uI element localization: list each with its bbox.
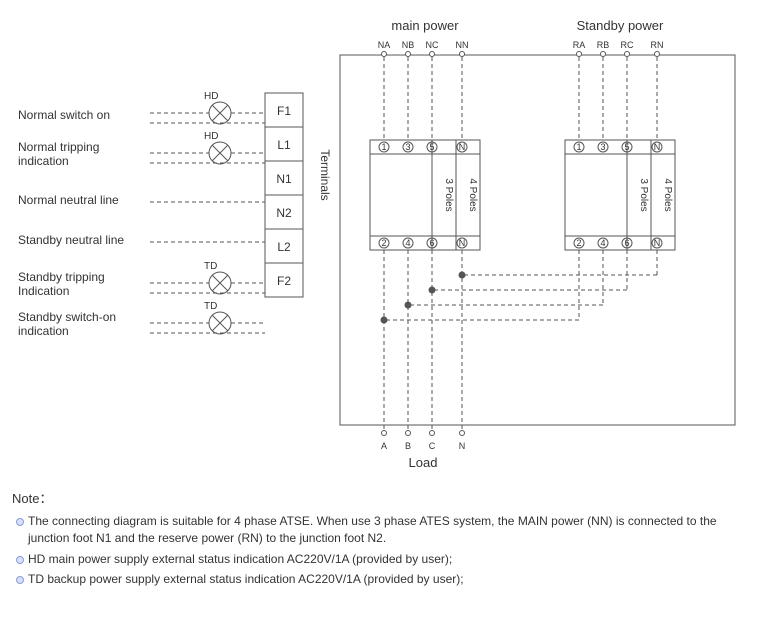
svg-text:Standby power: Standby power: [577, 18, 664, 33]
svg-text:N1: N1: [276, 172, 292, 186]
svg-text:N: N: [654, 142, 661, 152]
svg-text:Terminals: Terminals: [318, 149, 332, 200]
svg-text:4 Poles: 4 Poles: [662, 178, 673, 211]
svg-text:main power: main power: [391, 18, 459, 33]
svg-text:indication: indication: [18, 154, 69, 168]
svg-text:N: N: [459, 441, 466, 451]
svg-text:RA: RA: [573, 40, 586, 50]
svg-text:Normal switch on: Normal switch on: [18, 108, 110, 122]
note-item: TD backup power supply external status i…: [14, 571, 750, 588]
wiring-diagram: F1L1N1N2L2F2TerminalsNormal switch onNor…: [10, 10, 750, 470]
svg-text:HD: HD: [204, 131, 218, 142]
svg-text:N: N: [459, 238, 466, 248]
svg-text:4: 4: [405, 238, 410, 248]
svg-text:NN: NN: [456, 40, 469, 50]
svg-text:RN: RN: [651, 40, 664, 50]
svg-text:Indication: Indication: [18, 284, 69, 298]
svg-text:Standby switch-on: Standby switch-on: [18, 310, 116, 324]
svg-text:3 Poles: 3 Poles: [443, 178, 454, 211]
note-list: The connecting diagram is suitable for 4…: [14, 513, 750, 588]
svg-text:Normal neutral line: Normal neutral line: [18, 193, 119, 207]
svg-text:NC: NC: [426, 40, 439, 50]
svg-text:5: 5: [429, 142, 434, 152]
svg-text:RB: RB: [597, 40, 610, 50]
svg-text:2: 2: [576, 238, 581, 248]
svg-text:3: 3: [600, 142, 605, 152]
svg-text:L2: L2: [277, 240, 291, 254]
svg-text:6: 6: [429, 238, 434, 248]
note-title: Note：: [12, 488, 750, 507]
svg-text:3: 3: [405, 142, 410, 152]
svg-text:6: 6: [624, 238, 629, 248]
svg-text:F2: F2: [277, 274, 291, 288]
svg-text:3 Poles: 3 Poles: [638, 178, 649, 211]
svg-text:1: 1: [576, 142, 581, 152]
svg-text:5: 5: [624, 142, 629, 152]
svg-text:TD: TD: [204, 301, 217, 312]
svg-text:Standby neutral line: Standby neutral line: [18, 233, 124, 247]
svg-text:TD: TD: [204, 261, 217, 272]
svg-text:Load: Load: [409, 455, 438, 470]
svg-text:4 Poles: 4 Poles: [467, 178, 478, 211]
svg-text:RC: RC: [621, 40, 634, 50]
svg-text:NA: NA: [378, 40, 391, 50]
svg-text:C: C: [429, 441, 436, 451]
svg-text:N: N: [654, 238, 661, 248]
note-item: The connecting diagram is suitable for 4…: [14, 513, 750, 547]
svg-text:Normal tripping: Normal tripping: [18, 140, 99, 154]
svg-text:B: B: [405, 441, 411, 451]
svg-text:2: 2: [381, 238, 386, 248]
note-item: HD main power supply external status ind…: [14, 551, 750, 568]
svg-text:L1: L1: [277, 138, 291, 152]
svg-text:F1: F1: [277, 104, 291, 118]
svg-text:4: 4: [600, 238, 605, 248]
svg-text:NB: NB: [402, 40, 415, 50]
svg-text:Standby tripping: Standby tripping: [18, 270, 105, 284]
svg-text:A: A: [381, 441, 387, 451]
svg-text:HD: HD: [204, 91, 218, 102]
svg-text:indication: indication: [18, 324, 69, 338]
svg-text:N: N: [459, 142, 466, 152]
svg-text:1: 1: [381, 142, 386, 152]
svg-text:N2: N2: [276, 206, 292, 220]
